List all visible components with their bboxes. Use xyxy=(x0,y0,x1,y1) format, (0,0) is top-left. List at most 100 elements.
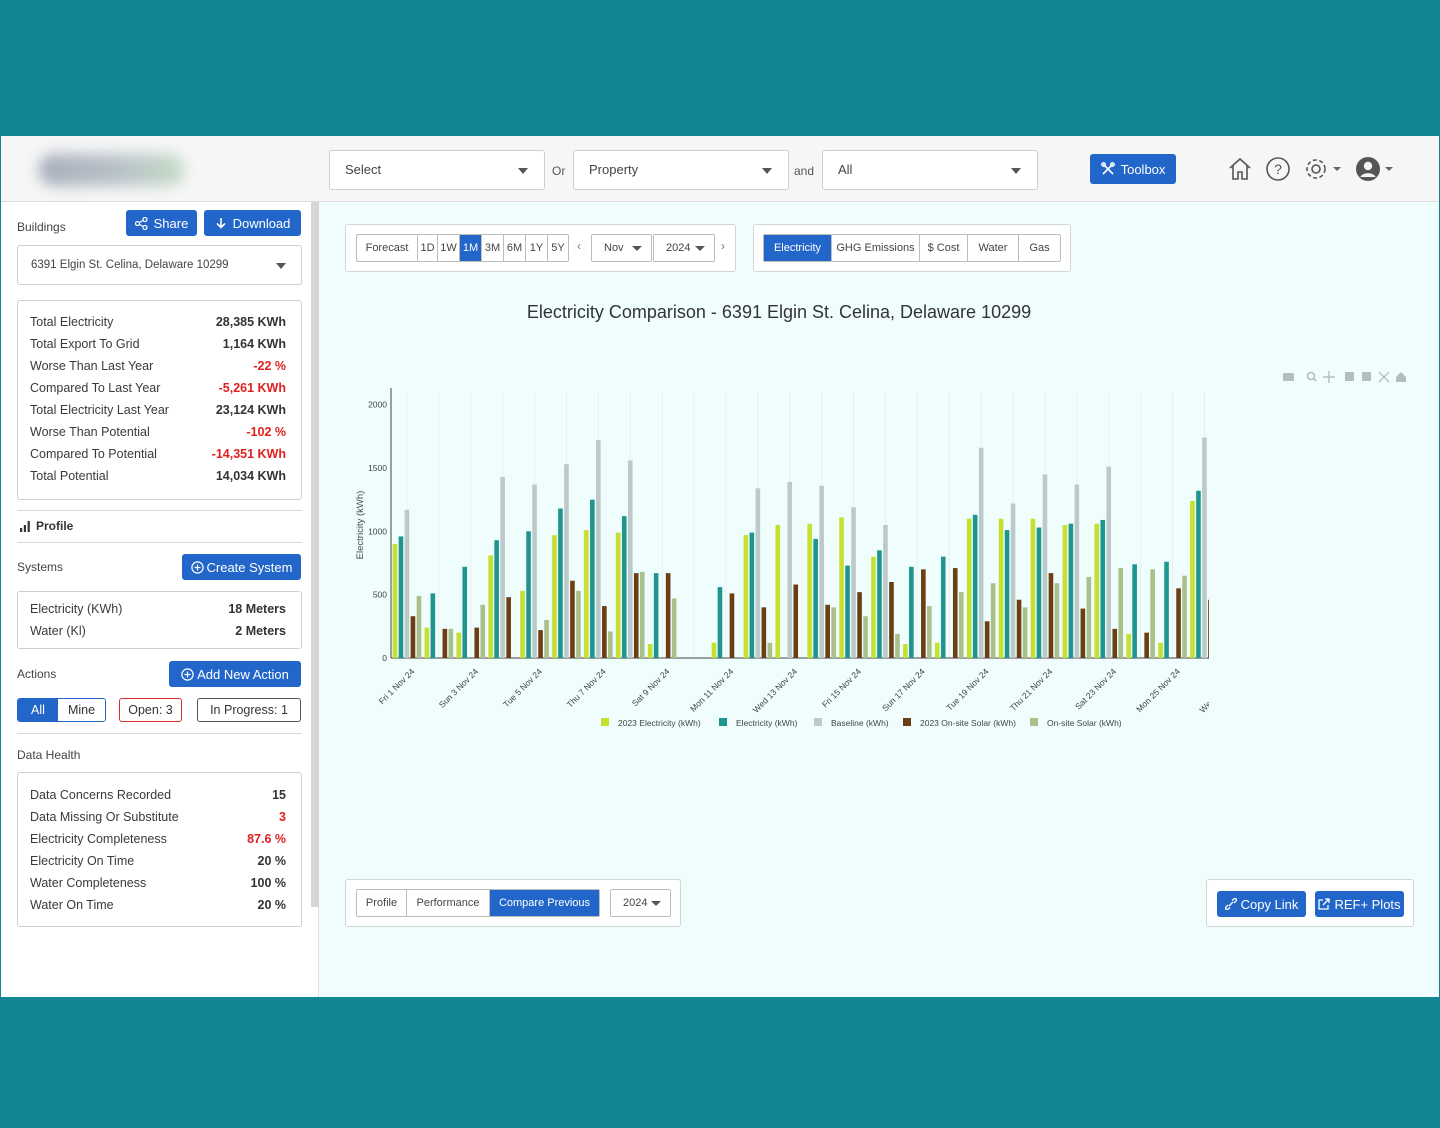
copy-link-button[interactable]: Copy Link xyxy=(1217,891,1306,917)
bar xyxy=(544,620,549,658)
open-actions-button[interactable]: Open: 3 xyxy=(119,698,182,722)
bar xyxy=(424,627,430,658)
bar xyxy=(1048,573,1054,658)
previous-arrow-icon[interactable]: ‹ xyxy=(577,239,581,253)
tools-icon xyxy=(1100,162,1115,175)
health-row: Water On Time 20 % xyxy=(18,894,301,916)
bar xyxy=(1190,500,1195,658)
legend-entry: Baseline (kWh) xyxy=(831,718,889,728)
in-progress-actions-button[interactable]: In Progress: 1 xyxy=(197,698,301,722)
filter-all-button[interactable]: All xyxy=(18,699,58,721)
period-tab-1y[interactable]: 1Y xyxy=(526,235,548,261)
filter-mine-button[interactable]: Mine xyxy=(58,699,105,721)
bar xyxy=(1182,575,1187,658)
month-dropdown[interactable]: Nov xyxy=(591,234,652,262)
stat-row: Total Export To Grid 1,164 KWh xyxy=(18,333,301,355)
bar xyxy=(1196,490,1201,658)
home-icon[interactable] xyxy=(1227,156,1253,182)
metric-tab-cost[interactable]: $ Cost xyxy=(920,235,968,261)
data-health-label: Data Health xyxy=(17,748,81,762)
health-row-label: Data Concerns Recorded xyxy=(30,788,172,802)
bar xyxy=(1036,527,1042,658)
toolbox-button[interactable]: Toolbox xyxy=(1090,154,1176,184)
period-tab-6m[interactable]: 6M xyxy=(504,235,526,261)
view-year-dropdown[interactable]: 2024 xyxy=(610,889,671,917)
health-row-value: 15 xyxy=(272,788,286,802)
y-tick-label: 2000 xyxy=(368,400,387,410)
metric-tab-gas[interactable]: Gas xyxy=(1029,242,1050,254)
profile-label: Profile xyxy=(36,519,74,533)
bar xyxy=(903,644,908,658)
x-tick-label: Fri 1 Nov 24 xyxy=(377,666,417,706)
all-dropdown[interactable]: All xyxy=(822,150,1038,190)
profile-section-header[interactable]: Profile xyxy=(19,519,73,533)
select-dropdown[interactable]: Select xyxy=(329,150,545,190)
create-system-button[interactable]: Create System xyxy=(182,554,301,580)
settings-gear-icon[interactable] xyxy=(1303,156,1345,182)
ref-plots-button[interactable]: REF+ Plots xyxy=(1315,891,1404,917)
share-label: Share xyxy=(153,215,189,231)
bar xyxy=(448,628,454,658)
bar xyxy=(966,518,972,658)
bar xyxy=(749,532,755,658)
year-dropdown[interactable]: 2024 xyxy=(653,234,715,262)
chevron-down-icon xyxy=(651,901,661,906)
bar xyxy=(857,592,862,658)
bar xyxy=(819,485,824,658)
legend-entry: 2023 Electricity (kWh) xyxy=(618,718,701,728)
period-tab-1d[interactable]: 1D xyxy=(418,235,438,261)
metric-tab-ghg-emissions[interactable]: GHG Emissions xyxy=(832,235,920,261)
sidebar-scrollbar[interactable] xyxy=(311,202,319,907)
metric-tab-water[interactable]: Water xyxy=(968,235,1019,261)
bar xyxy=(596,440,601,658)
period-tab-1m[interactable]: 1M xyxy=(460,235,482,261)
share-button[interactable]: Share xyxy=(126,210,197,236)
bar xyxy=(743,535,749,658)
property-dropdown[interactable]: Property xyxy=(573,150,789,190)
view-selector: Profile Performance Compare Previous xyxy=(356,889,600,917)
building-select[interactable]: 6391 Elgin St. Celina, Delaware 10299 xyxy=(17,245,302,285)
next-arrow-icon[interactable]: › xyxy=(721,239,725,253)
bar xyxy=(1030,518,1036,658)
bar xyxy=(984,621,990,658)
stat-row: Total Potential 14,034 KWh xyxy=(18,465,301,487)
x-tick-label: Tue 5 Nov 24 xyxy=(501,666,544,709)
stat-row-label: Worse Than Potential xyxy=(30,425,150,439)
period-tab-5y[interactable]: 5Y xyxy=(551,242,565,254)
chevron-down-icon xyxy=(276,263,286,269)
copy-link-label: Copy Link xyxy=(1240,896,1299,912)
stat-row-value: 28,385 KWh xyxy=(215,315,286,329)
period-tab-1w[interactable]: 1W xyxy=(438,235,460,261)
user-avatar-icon[interactable] xyxy=(1355,156,1397,182)
chevron-down-icon xyxy=(632,246,642,251)
health-row-label: Electricity Completeness xyxy=(30,832,167,846)
bar xyxy=(1086,576,1092,658)
zoom-in-icon xyxy=(1345,372,1354,381)
system-row-label: Electricity (KWh) xyxy=(30,602,123,616)
view-tab-compare-previous[interactable]: Compare Previous xyxy=(490,890,599,916)
bar xyxy=(1080,608,1086,658)
bar xyxy=(813,538,818,658)
data-health-panel: Data Concerns Recorded 15 Data Missing Or … xyxy=(17,772,302,927)
bar xyxy=(442,628,448,658)
bar xyxy=(972,514,978,658)
view-tab-performance[interactable]: Performance xyxy=(407,890,490,916)
metric-tab-electricity[interactable]: Electricity xyxy=(764,235,832,261)
external-link-icon xyxy=(1318,898,1331,910)
bar xyxy=(665,573,671,658)
bar xyxy=(564,464,569,658)
help-icon[interactable]: ? xyxy=(1265,156,1291,182)
period-tab-forecast[interactable]: Forecast xyxy=(357,235,418,261)
period-tab-3m[interactable]: 3M xyxy=(482,235,504,261)
bar xyxy=(506,597,511,658)
download-button[interactable]: Download xyxy=(204,210,301,236)
bar xyxy=(647,644,653,658)
add-new-action-label: Add New Action xyxy=(197,666,289,682)
bar xyxy=(831,607,836,658)
bar-chart-icon xyxy=(20,520,30,532)
view-tab-profile[interactable]: Profile xyxy=(357,890,407,916)
add-new-action-button[interactable]: Add New Action xyxy=(169,661,301,687)
actions-filter-toggle: All Mine xyxy=(17,698,106,722)
stat-row: Worse Than Last Year -22 % xyxy=(18,355,301,377)
bar xyxy=(526,531,531,658)
